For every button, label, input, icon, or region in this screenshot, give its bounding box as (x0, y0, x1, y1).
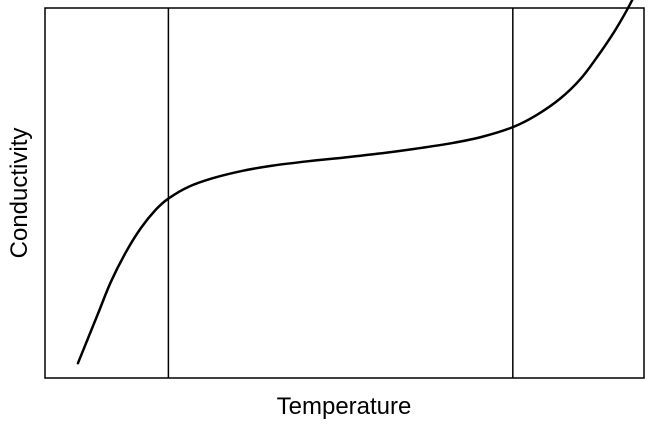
plot-frame (44, 7, 645, 379)
y-axis-label: Conductivity (6, 128, 33, 259)
x-axis-label: Temperature (277, 393, 412, 420)
series-line (76, 0, 634, 365)
vertical-lines (167, 8, 514, 378)
